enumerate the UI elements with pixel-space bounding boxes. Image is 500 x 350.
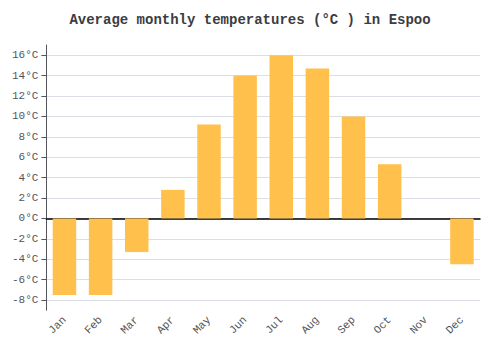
svg-text:Feb: Feb <box>82 314 104 336</box>
svg-text:-6°C: -6°C <box>12 274 39 286</box>
svg-text:Average monthly temperatures (: Average monthly temperatures (°C ) in Es… <box>69 12 430 28</box>
svg-text:Apr: Apr <box>155 314 177 336</box>
svg-text:May: May <box>191 314 214 337</box>
svg-text:Nov: Nov <box>408 314 431 337</box>
svg-text:Aug: Aug <box>299 314 321 336</box>
svg-text:8°C: 8°C <box>19 131 39 143</box>
svg-text:Sep: Sep <box>335 314 357 336</box>
svg-text:-8°C: -8°C <box>12 294 39 306</box>
svg-text:Jun: Jun <box>227 314 249 336</box>
svg-text:-4°C: -4°C <box>12 253 39 265</box>
svg-text:14°C: 14°C <box>12 70 39 82</box>
svg-text:Jul: Jul <box>263 314 285 336</box>
svg-text:10°C: 10°C <box>12 110 39 122</box>
svg-text:Mar: Mar <box>119 314 141 336</box>
svg-text:Dec: Dec <box>444 314 466 336</box>
svg-text:0°C: 0°C <box>19 212 39 224</box>
svg-text:Oct: Oct <box>371 314 393 336</box>
svg-text:-2°C: -2°C <box>12 233 39 245</box>
svg-text:6°C: 6°C <box>19 151 39 163</box>
svg-text:Jan: Jan <box>46 314 68 336</box>
svg-text:12°C: 12°C <box>12 90 39 102</box>
svg-text:16°C: 16°C <box>12 49 39 61</box>
svg-text:4°C: 4°C <box>19 172 39 184</box>
svg-text:2°C: 2°C <box>19 192 39 204</box>
